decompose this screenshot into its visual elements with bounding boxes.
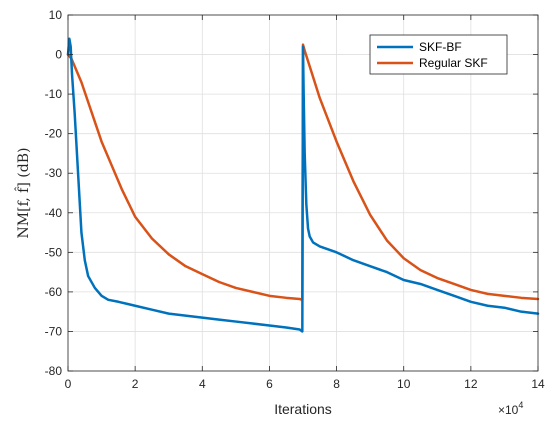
series-line-regular-skf [66, 43, 540, 302]
legend: SKF-BF Regular SKF [369, 34, 508, 75]
y-tick-label: -10 [45, 87, 63, 101]
axis-ticks [67, 14, 539, 372]
y-tick-label: -40 [45, 206, 63, 220]
legend-label-regular-skf: Regular SKF [419, 56, 488, 70]
x-axis-exponent: ×104 [498, 400, 523, 417]
y-tick-label: -30 [45, 166, 63, 180]
x-tick-label: 14 [531, 377, 545, 391]
legend-label-skf-bf: SKF-BF [419, 40, 462, 54]
x-tick-label: 12 [464, 377, 478, 391]
series-line-skf-bf [66, 37, 540, 333]
y-axis-label: NM[f, f̂] (dB) [14, 148, 32, 239]
y-tick-label: -60 [45, 285, 63, 299]
y-tick-label: 0 [55, 48, 62, 62]
legend-box [369, 34, 508, 75]
y-tick-label: 10 [49, 8, 63, 22]
y-tick-labels: 10 0 -10 -20 -30 -40 -50 -60 -70 -80 [45, 8, 63, 378]
x-tick-label: 6 [266, 377, 273, 391]
y-tick-label: -70 [45, 324, 63, 338]
x-tick-label: 2 [132, 377, 139, 391]
x-tick-label: 4 [199, 377, 206, 391]
x-axis-exponent-base: ×10 [498, 403, 519, 417]
x-tick-labels: 0 2 4 6 8 10 12 14 [65, 377, 545, 391]
x-tick-label: 8 [333, 377, 340, 391]
x-axis-exponent-power: 4 [518, 400, 523, 410]
series-layer [66, 37, 540, 333]
x-tick-label: 0 [65, 377, 72, 391]
x-axis-label: Iterations [274, 401, 332, 417]
y-tick-label: -50 [45, 245, 63, 259]
plot-frame [67, 14, 539, 372]
y-tick-label: -20 [45, 127, 63, 141]
y-tick-label: -80 [45, 364, 63, 378]
x-tick-label: 10 [397, 377, 411, 391]
